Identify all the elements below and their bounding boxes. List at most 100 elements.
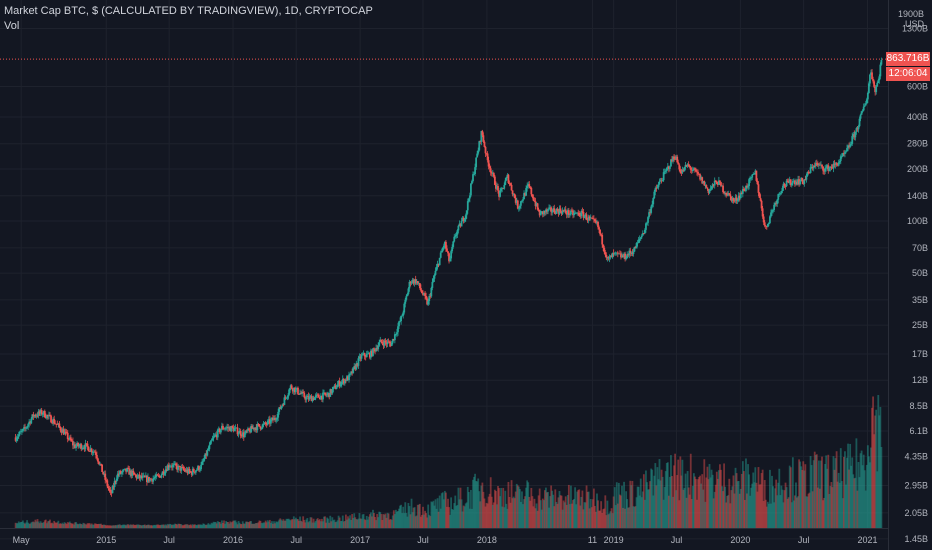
volume-bar xyxy=(308,521,311,528)
candle-body xyxy=(600,234,603,236)
candle-body xyxy=(813,165,816,167)
chart-title[interactable]: Market Cap BTC, $ (CALCULATED BY TRADING… xyxy=(4,5,373,17)
candle-body xyxy=(164,469,167,474)
x-tick-label: Jul xyxy=(417,535,429,545)
axis-unit-block: 1900B USD xyxy=(898,9,924,29)
candle-body xyxy=(68,437,71,440)
volume-bar xyxy=(608,513,611,528)
candle-body xyxy=(488,166,491,169)
candle-body xyxy=(777,194,780,200)
candle-body xyxy=(517,207,520,209)
volume-bar xyxy=(416,504,419,528)
candle-body xyxy=(67,438,70,440)
candle-body xyxy=(567,210,570,215)
volume-label[interactable]: Vol xyxy=(4,20,20,32)
volume-bar xyxy=(845,484,847,528)
volume-bar xyxy=(70,523,73,528)
candle-body xyxy=(858,118,861,127)
candle-body xyxy=(622,255,624,258)
volume-bar xyxy=(389,519,392,528)
candle-body xyxy=(738,195,741,199)
candle-body xyxy=(365,353,368,358)
volume-bar xyxy=(806,496,809,528)
candle-body xyxy=(872,79,874,82)
volume-bar xyxy=(842,456,845,528)
volume-bar xyxy=(390,519,393,528)
candle-body xyxy=(848,145,851,147)
volume-bar xyxy=(69,522,72,528)
candle-body xyxy=(856,128,859,130)
candle-body xyxy=(696,171,698,173)
candle-body xyxy=(837,162,840,166)
candle-body xyxy=(381,341,384,344)
volume-bar xyxy=(466,486,469,528)
volume-bar xyxy=(785,487,788,528)
candle-body xyxy=(435,266,438,271)
candle-body xyxy=(615,252,618,254)
volume-bar xyxy=(673,465,675,528)
volume-bar xyxy=(110,525,113,528)
volume-bar xyxy=(271,521,273,528)
volume-bar xyxy=(636,486,639,528)
candle-body xyxy=(565,212,568,215)
candle-body xyxy=(324,392,326,395)
volume-bar xyxy=(358,513,361,528)
candle-body xyxy=(861,110,864,112)
candle-body xyxy=(226,427,229,428)
volume-bar xyxy=(274,523,276,528)
candle-body xyxy=(751,174,754,178)
volume-bar xyxy=(242,523,245,528)
volume-bar xyxy=(470,489,472,528)
volume-bar xyxy=(638,495,641,528)
candle-body xyxy=(335,387,338,390)
volume-bar xyxy=(305,519,308,528)
candle-body xyxy=(171,466,173,468)
candle-body xyxy=(305,397,308,400)
volume-bar xyxy=(566,495,569,528)
volume-bar xyxy=(674,453,677,528)
candle-body xyxy=(183,469,186,471)
volume-bar xyxy=(218,522,221,528)
volume-bar xyxy=(139,525,142,528)
candle-body xyxy=(288,388,291,394)
candle-body xyxy=(420,288,422,291)
candle-body xyxy=(752,173,755,175)
candle-body xyxy=(349,373,351,375)
candle-body xyxy=(131,470,134,476)
price-badge: 863.716B xyxy=(886,52,930,67)
candle-body xyxy=(224,428,226,430)
candle-body xyxy=(790,183,793,186)
volume-bar xyxy=(517,486,520,528)
candle-body xyxy=(707,189,710,193)
volume-bar xyxy=(758,484,761,528)
candle-body xyxy=(415,281,418,284)
candle-body xyxy=(86,443,89,447)
candle-body xyxy=(836,164,839,166)
volume-bar xyxy=(260,522,263,528)
volume-bar xyxy=(221,520,223,528)
candle-body xyxy=(201,461,204,465)
volume-bar xyxy=(560,495,563,528)
volume-bar xyxy=(567,484,570,528)
volume-bar xyxy=(379,512,382,528)
volume-bar xyxy=(33,522,36,528)
candle-body xyxy=(756,180,759,185)
volume-bar xyxy=(441,492,444,528)
volume-bar xyxy=(113,525,116,528)
volume-bar xyxy=(420,516,422,528)
candle-body xyxy=(153,478,156,479)
candle-body xyxy=(496,186,498,189)
candle-body xyxy=(410,282,413,284)
candle-body xyxy=(798,179,800,185)
candle-body xyxy=(463,219,466,222)
volume-bar xyxy=(748,474,750,528)
volume-bar xyxy=(672,496,674,528)
volume-bar xyxy=(319,521,322,528)
volume-bar xyxy=(273,521,275,528)
volume-bar xyxy=(739,488,742,528)
volume-bar xyxy=(265,522,268,528)
candle-body xyxy=(523,193,525,200)
candle-body xyxy=(209,441,212,445)
